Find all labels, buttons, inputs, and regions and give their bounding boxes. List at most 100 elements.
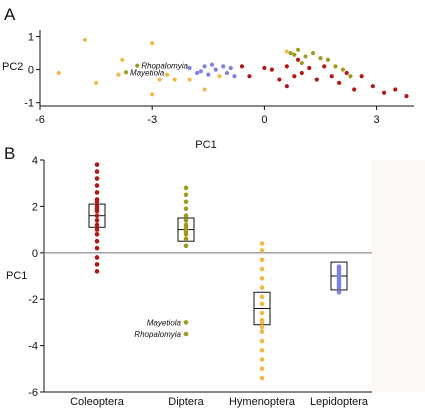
panel-a-annotation: Mayetiola bbox=[130, 68, 165, 77]
panel-a-point-lepidoptera bbox=[206, 72, 211, 77]
panel-b-y-tick-label: 2 bbox=[32, 201, 38, 213]
panel-b-point-hymenoptera bbox=[259, 266, 265, 272]
panel-a-point-coleoptera bbox=[322, 64, 327, 69]
panel-a-point-coleoptera bbox=[277, 77, 282, 82]
panel-b-point-hymenoptera bbox=[259, 329, 265, 334]
panel-b-point-coleoptera bbox=[94, 169, 100, 174]
panel-b-point-hymenoptera bbox=[259, 257, 265, 263]
panel-a-point-diptera bbox=[310, 51, 316, 56]
panel-b-y-tick-label: 0 bbox=[32, 248, 38, 260]
panel-a-point-diptera bbox=[123, 70, 129, 75]
panel-b-point-hymenoptera bbox=[259, 347, 265, 353]
panel-a-point-hymenoptera bbox=[202, 87, 207, 92]
panel-a-y-label: PC2 bbox=[2, 61, 23, 73]
panel-a-point-coleoptera bbox=[299, 70, 304, 76]
panel-a-point-coleoptera bbox=[284, 84, 289, 89]
panel-a-y-tick-label: -1 bbox=[24, 98, 34, 110]
panel-a-point-hymenoptera bbox=[150, 92, 155, 97]
panel-b-point-hymenoptera bbox=[259, 248, 265, 253]
panel-a-point-coleoptera bbox=[352, 87, 357, 92]
panel-b-category-label: Diptera bbox=[168, 396, 204, 408]
panel-b-outlier-point bbox=[183, 331, 189, 337]
panel-b-point-coleoptera bbox=[94, 213, 100, 218]
panel-a-point-coleoptera bbox=[329, 74, 334, 79]
panel-b-point-coleoptera bbox=[94, 245, 100, 251]
panel-b-y-tick-label: -2 bbox=[28, 294, 38, 306]
panel-b-point-hymenoptera bbox=[259, 357, 265, 362]
panel-a-point-hymenoptera bbox=[284, 49, 289, 54]
panel-a-point-diptera bbox=[292, 52, 297, 57]
panel-a-point-hymenoptera bbox=[116, 72, 121, 77]
panel-a-point-diptera bbox=[288, 51, 293, 56]
panel-a-annotation: Rhopalomyia bbox=[141, 62, 188, 71]
panel-b-point-diptera bbox=[183, 192, 189, 198]
panel-a-point-coleoptera bbox=[404, 93, 409, 99]
panel-a-point-coleoptera bbox=[295, 57, 301, 62]
panel-a-point-lepidoptera bbox=[202, 64, 207, 69]
panel-b-point-diptera bbox=[183, 185, 189, 191]
panel-a-point-coleoptera bbox=[344, 70, 349, 76]
panel-b-outlier-label: Rhopalomyia bbox=[134, 330, 181, 339]
panel-b-y-tick-label: -6 bbox=[28, 387, 38, 399]
panel-b-point-lepidoptera bbox=[336, 289, 342, 295]
panel-b-point-hymenoptera bbox=[259, 294, 265, 300]
panel-a-x-tick-label: -6 bbox=[35, 114, 45, 126]
panel-a-point-lepidoptera bbox=[194, 70, 200, 76]
panel-a-point-coleoptera bbox=[314, 77, 319, 82]
panel-a-point-diptera bbox=[299, 60, 304, 66]
panel-b-point-diptera bbox=[183, 206, 189, 212]
panel-b-point-hymenoptera bbox=[259, 241, 265, 246]
panel-b-category-label: Coleoptera bbox=[70, 396, 125, 408]
panel-a-point-lepidoptera bbox=[228, 65, 233, 71]
panel-b-category-label: Lepidoptera bbox=[310, 396, 369, 408]
panel-a-point-coleoptera bbox=[247, 74, 252, 79]
panel-a-point-lepidoptera bbox=[213, 67, 218, 72]
panel-a-point-coleoptera bbox=[262, 65, 267, 71]
panel-b-category-label: Hymenoptera bbox=[229, 396, 296, 408]
panel-a-point-lepidoptera bbox=[224, 70, 230, 76]
panel-b-point-hymenoptera bbox=[259, 366, 265, 372]
panel-b-point-hymenoptera bbox=[259, 338, 265, 344]
panel-a-point-hymenoptera bbox=[217, 74, 222, 79]
panel-b-point-hymenoptera bbox=[259, 285, 265, 290]
panel-b-outlier-point bbox=[183, 320, 189, 325]
panel-a-point-hymenoptera bbox=[120, 57, 125, 62]
panel-a-y-tick-label: 1 bbox=[28, 32, 34, 44]
panel-b-point-hymenoptera bbox=[259, 301, 265, 307]
panel-b-point-hymenoptera bbox=[259, 324, 265, 330]
panel-a-point-hymenoptera bbox=[187, 77, 192, 82]
panel-a-point-coleoptera bbox=[393, 87, 398, 92]
panel-b-y-tick-label: -4 bbox=[28, 341, 38, 353]
panel-a-point-hymenoptera bbox=[172, 77, 177, 82]
panel-a-point-diptera bbox=[325, 57, 331, 62]
panel-a-point-diptera bbox=[303, 54, 308, 59]
panel-a-point-diptera bbox=[348, 74, 353, 79]
panel-a-point-lepidoptera bbox=[209, 62, 215, 67]
panel-a-point-coleoptera bbox=[381, 90, 387, 95]
panel-a-x-tick-label: -3 bbox=[147, 114, 157, 126]
panel-b-point-coleoptera bbox=[94, 262, 100, 267]
panel-a-point-hymenoptera bbox=[82, 37, 87, 43]
panel-a-point-coleoptera bbox=[292, 74, 297, 79]
panel-a-point-hymenoptera bbox=[94, 80, 99, 85]
panel-b-point-coleoptera bbox=[94, 206, 100, 212]
panel-b-point-hymenoptera bbox=[259, 310, 265, 316]
panel-b-strip: PC1 4 2 0 -2 -4 -6 Mayetiola Rhopalomyia Coleo… bbox=[6, 155, 425, 408]
panel-a-point-coleoptera bbox=[307, 65, 312, 71]
panel-b-point-hymenoptera bbox=[259, 375, 265, 381]
panel-b-point-diptera bbox=[183, 213, 189, 218]
panel-b-point-diptera bbox=[183, 243, 189, 249]
panel-b-point-coleoptera bbox=[94, 255, 100, 260]
panel-b-point-hymenoptera bbox=[259, 276, 265, 281]
panel-a-point-diptera bbox=[318, 55, 323, 61]
panel-b-point-coleoptera bbox=[94, 269, 100, 274]
panel-a-x-tick-label: 3 bbox=[374, 114, 380, 126]
panel-b-outlier-label: Mayetiola bbox=[147, 318, 182, 327]
panel-a-point-coleoptera bbox=[239, 64, 245, 69]
panel-b-letter: B bbox=[4, 144, 15, 163]
panel-b-point-coleoptera bbox=[94, 231, 100, 237]
panel-a-point-hymenoptera bbox=[165, 72, 170, 77]
panel-b-shade bbox=[372, 160, 425, 392]
